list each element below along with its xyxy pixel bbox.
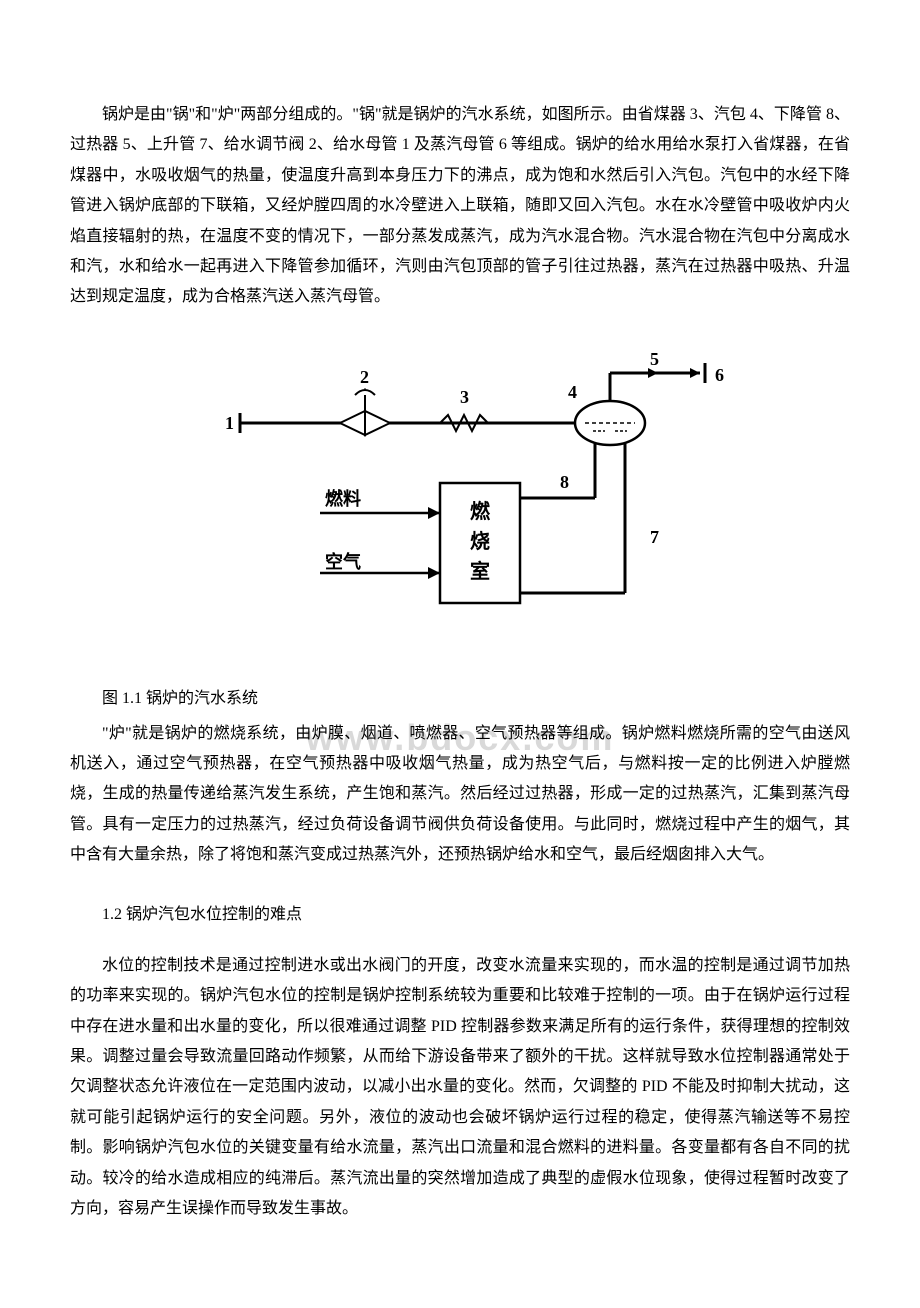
label-6: 6 [715,365,724,385]
label-air: 空气 [325,551,361,572]
label-4: 4 [568,382,577,402]
label-fuel: 燃料 [325,488,361,509]
label-8: 8 [560,472,569,492]
paragraph-2: "炉"就是锅炉的燃烧系统，由炉膜、烟道、喷燃器、空气预热器等组成。锅炉燃料燃烧所… [70,719,850,871]
section-heading-1-2: 1.2 锅炉汽包水位控制的难点 [70,900,850,930]
label-chamber-3: 室 [470,559,490,583]
label-3: 3 [460,387,469,407]
drum-icon [575,401,645,445]
boiler-diagram: 1 2 3 4 5 6 7 8 燃料 空气 燃 烧 室 [190,343,730,664]
valve-icon [340,390,390,435]
figure-container: 1 2 3 4 5 6 7 8 燃料 空气 燃 烧 室 [70,343,850,664]
label-chamber-2: 烧 [470,530,490,553]
label-7: 7 [650,527,659,547]
label-2: 2 [360,367,369,387]
label-1: 1 [225,413,234,433]
paragraph-1: 锅炉是由"锅"和"炉"两部分组成的。"锅"就是锅炉的汽水系统，如图所示。由省煤器… [70,100,850,313]
label-5: 5 [650,349,659,369]
paragraph-3: 水位的控制技术是通过控制进水或出水阀门的开度，改变水流量来实现的，而水温的控制是… [70,951,850,1225]
label-chamber-1: 燃 [470,499,491,523]
